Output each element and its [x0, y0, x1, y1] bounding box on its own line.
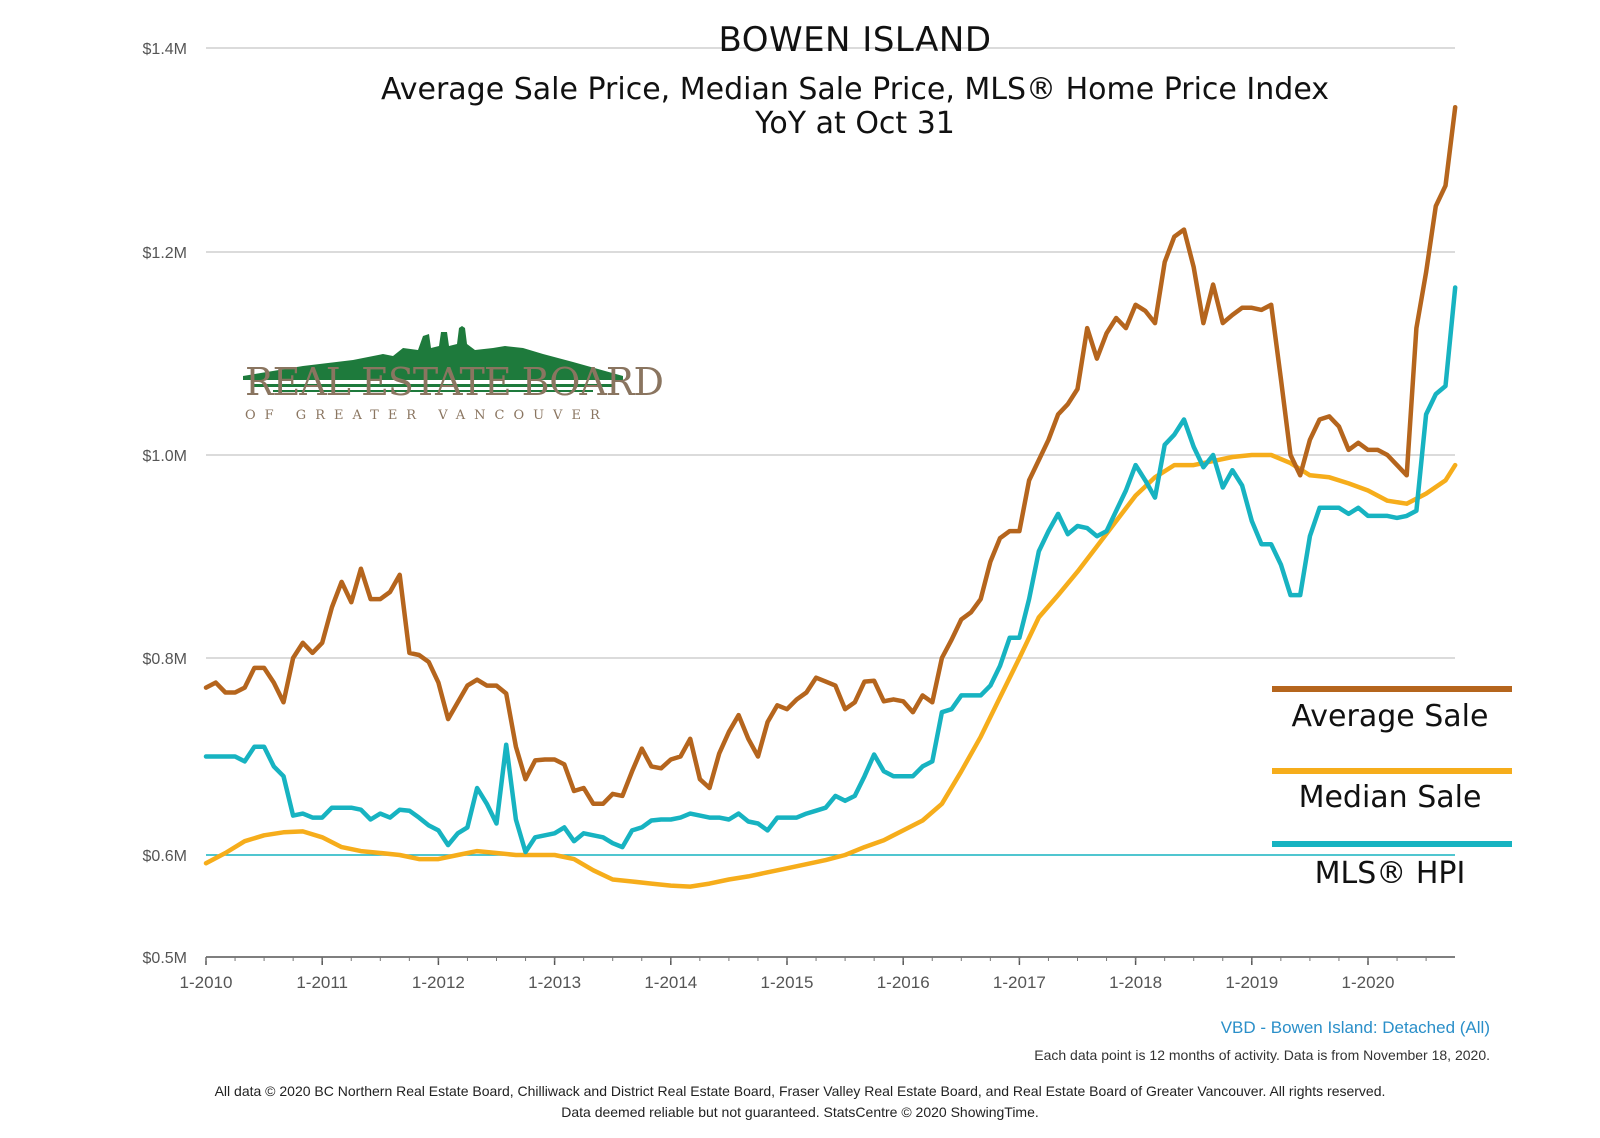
x-tick-label: 1-2012	[412, 973, 465, 992]
legend-swatch-median-sale	[1272, 768, 1512, 774]
chart-subtitle-2: YoY at Oct 31	[755, 106, 955, 141]
series-line-average-sale	[203, 104, 1458, 807]
data-note: Each data point is 12 months of activity…	[1034, 1047, 1490, 1063]
footer-disclaimer: Data deemed reliable but not guaranteed.…	[561, 1104, 1039, 1120]
legend-swatch-average-sale	[1272, 686, 1512, 692]
y-axis-ticks: $0.5M $0.6M $0.8M $1.0M $1.2M $1.4M	[143, 41, 187, 967]
legend-swatch-mls-hpi	[1272, 841, 1512, 847]
legend-label-mls-hpi: MLS® HPI	[1314, 856, 1466, 891]
x-tick-label: 1-2010	[180, 973, 233, 992]
logo-subtext: OF GREATER VANCOUVER	[245, 408, 609, 423]
x-tick-label: 1-2017	[993, 973, 1046, 992]
x-tick-label: 1-2013	[528, 973, 581, 992]
y-tick-label: $1.4M	[143, 41, 187, 58]
legend-label-median-sale: Median Sale	[1298, 780, 1482, 815]
series-lines	[203, 104, 1458, 889]
y-tick-label: $1.2M	[143, 245, 187, 262]
series-line-median-sale	[203, 452, 1458, 889]
source-label: VBD - Bowen Island: Detached (All)	[1220, 1018, 1490, 1037]
footer-copyright: All data © 2020 BC Northern Real Estate …	[214, 1083, 1386, 1099]
x-tick-label: 1-2019	[1225, 973, 1278, 992]
x-tick-label: 1-2018	[1109, 973, 1162, 992]
y-tick-label: $0.8M	[143, 651, 187, 668]
y-tick-label: $1.0M	[143, 448, 187, 465]
y-tick-label: $0.6M	[143, 848, 187, 865]
x-tick-label: 1-2015	[761, 973, 814, 992]
logo-text: REAL ESTATE BOARD	[245, 360, 664, 404]
legend-label-average-sale: Average Sale	[1291, 699, 1489, 734]
x-tick-label: 1-2014	[644, 973, 697, 992]
series-line-mls-hpi	[203, 285, 1458, 855]
x-tick-label: 1-2016	[877, 973, 930, 992]
x-tick-label: 1-2020	[1342, 973, 1395, 992]
real-estate-board-logo-icon	[243, 326, 623, 392]
y-tick-label: $0.5M	[143, 950, 187, 967]
chart-subtitle: Average Sale Price, Median Sale Price, M…	[380, 72, 1330, 107]
chart-title: BOWEN ISLAND	[718, 20, 992, 60]
grid-lines	[206, 47, 1455, 958]
x-tick-label: 1-2011	[296, 973, 348, 992]
x-axis: 1-2010 1-2011 1-2012 1-2013 1-2014 1-2015 1-20…	[180, 957, 1427, 992]
